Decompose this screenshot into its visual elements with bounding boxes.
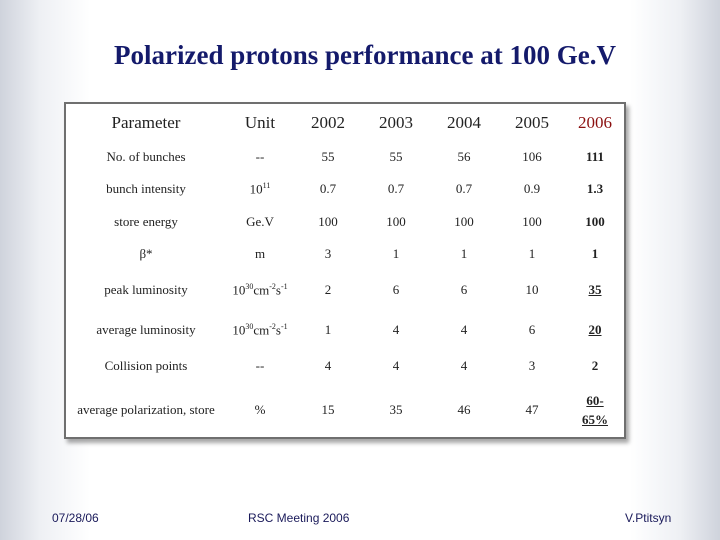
value-cell: 1 bbox=[392, 246, 400, 261]
table-row: store energy Ge.V 100 100 100 100 100 bbox=[65, 206, 625, 238]
value-cell: 0.9 bbox=[523, 181, 541, 196]
param-cell: β* bbox=[139, 246, 153, 261]
value-cell: 100 bbox=[522, 214, 542, 229]
param-cell: average polarization, store bbox=[77, 401, 215, 417]
value-cell: 1 bbox=[528, 246, 536, 261]
value-cell: 55 bbox=[321, 149, 335, 164]
performance-table: Parameter Unit 2002 2003 2004 2005 2006 … bbox=[64, 102, 626, 439]
value-cell-2006: 60- 65% bbox=[582, 392, 608, 427]
value-cell: 1 bbox=[460, 246, 468, 261]
header-2002: 2002 bbox=[311, 113, 345, 132]
value-cell: 4 bbox=[324, 358, 332, 373]
slide-title: Polarized protons performance at 100 Ge.… bbox=[114, 40, 616, 70]
footer-author: V.Ptitsyn bbox=[625, 511, 672, 525]
table-row: β* m 3 1 1 1 1 bbox=[65, 238, 625, 270]
header-2003: 2003 bbox=[379, 113, 413, 132]
value-cell: 1 bbox=[324, 322, 332, 337]
param-cell: Collision points bbox=[104, 358, 188, 373]
value-cell: 4 bbox=[392, 322, 400, 337]
value-cell: 6 bbox=[528, 322, 536, 337]
value-cell: 100 bbox=[318, 214, 338, 229]
param-cell: peak luminosity bbox=[104, 282, 188, 297]
header-2004: 2004 bbox=[447, 113, 481, 132]
value-cell-2006: 20 bbox=[588, 322, 602, 337]
value-cell: 46 bbox=[457, 401, 471, 417]
value-cell: 35 bbox=[389, 401, 403, 417]
table-header-row: Parameter Unit 2002 2003 2004 2005 2006 bbox=[65, 103, 625, 142]
value-cell: 10 bbox=[525, 282, 539, 297]
unit-cell: m bbox=[254, 246, 266, 261]
param-cell: store energy bbox=[114, 214, 178, 229]
unit-cell: -- bbox=[255, 149, 265, 164]
header-2005: 2005 bbox=[515, 113, 549, 132]
value-cell: 6 bbox=[460, 282, 468, 297]
header-parameter: Parameter bbox=[111, 113, 181, 132]
value-cell-2006: 2 bbox=[591, 358, 599, 373]
value-cell: 2 bbox=[324, 282, 332, 297]
unit-cell: Ge.V bbox=[246, 214, 274, 229]
param-cell: bunch intensity bbox=[106, 181, 186, 196]
table-row: bunch intensity 1011 0.7 0.7 0.7 0.9 1.3 bbox=[65, 172, 625, 206]
unit-cell: 1011 bbox=[249, 180, 271, 197]
value-cell: 6 bbox=[392, 282, 400, 297]
param-cell: average luminosity bbox=[96, 322, 196, 337]
header-2006: 2006 bbox=[578, 113, 612, 132]
value-cell: 55 bbox=[389, 149, 403, 164]
value-cell: 106 bbox=[522, 149, 542, 164]
header-unit: Unit bbox=[244, 113, 276, 132]
value-cell: 0.7 bbox=[319, 181, 337, 196]
param-cell: No. of bunches bbox=[106, 149, 186, 164]
value-cell: 15 bbox=[321, 401, 335, 417]
value-cell: 4 bbox=[392, 358, 400, 373]
unit-cell: -- bbox=[255, 358, 265, 373]
table-row: average polarization, store % 15 35 46 4… bbox=[65, 382, 625, 438]
value-cell: 100 bbox=[454, 214, 474, 229]
footer-meeting: RSC Meeting 2006 bbox=[248, 511, 350, 525]
value-cell-2006: 111 bbox=[585, 149, 605, 164]
table-row: No. of bunches -- 55 55 56 106 111 bbox=[65, 142, 625, 172]
table-row: average luminosity 1030cm-2s-1 1 4 4 6 2… bbox=[65, 310, 625, 350]
value-cell-2006: 1.3 bbox=[586, 181, 604, 196]
value-cell: 0.7 bbox=[387, 181, 405, 196]
unit-cell: 1030cm-2s-1 bbox=[232, 321, 288, 338]
table-row: peak luminosity 1030cm-2s-1 2 6 6 10 35 bbox=[65, 270, 625, 310]
footer-date: 07/28/06 bbox=[52, 511, 99, 525]
table-row: Collision points -- 4 4 4 3 2 bbox=[65, 350, 625, 382]
unit-cell: 1030cm-2s-1 bbox=[232, 281, 288, 298]
value-cell-2006: 100 bbox=[585, 214, 605, 229]
value-cell: 3 bbox=[324, 246, 332, 261]
value-cell-2006: 35 bbox=[588, 282, 602, 297]
unit-cell: % bbox=[254, 401, 266, 417]
value-cell: 56 bbox=[457, 149, 471, 164]
value-cell: 0.7 bbox=[455, 181, 473, 196]
value-cell-2006: 1 bbox=[591, 246, 599, 261]
value-cell: 47 bbox=[525, 401, 539, 417]
value-cell: 3 bbox=[528, 358, 536, 373]
value-cell: 100 bbox=[386, 214, 406, 229]
value-cell: 4 bbox=[460, 322, 468, 337]
value-cell: 4 bbox=[460, 358, 468, 373]
